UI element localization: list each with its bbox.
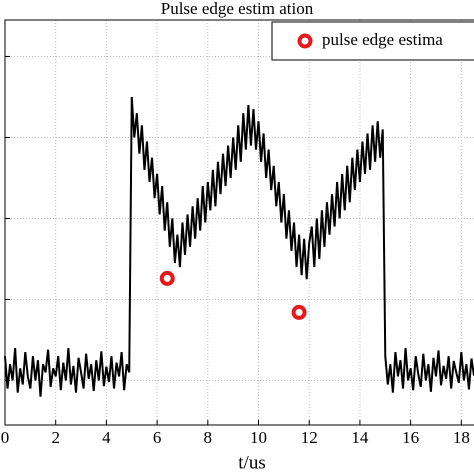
signal-line <box>4 96 474 397</box>
x-tick-label: 12 <box>301 428 318 447</box>
axis-frame <box>4 19 474 426</box>
edge-point-center <box>165 276 169 280</box>
edge-point <box>159 270 175 286</box>
edge-point-center <box>297 310 301 314</box>
x-tick-label: 4 <box>102 428 111 447</box>
edge-point <box>291 304 307 320</box>
chart-title: Pulse edge estim ation <box>161 0 314 18</box>
x-tick-label: 6 <box>153 428 162 447</box>
x-tick-label: 16 <box>402 428 419 447</box>
x-tick-label: 18 <box>453 428 470 447</box>
x-tick-label: 8 <box>204 428 213 447</box>
legend-marker-center <box>303 39 307 43</box>
x-tick-label: 14 <box>351 428 369 447</box>
x-tick-label: 10 <box>250 428 267 447</box>
legend-label: pulse edge estima <box>322 30 443 49</box>
x-tick-label: 0 <box>1 428 10 447</box>
x-tick-label: 2 <box>51 428 60 447</box>
x-axis-label: t/us <box>238 452 265 473</box>
legend-marker <box>297 33 313 49</box>
